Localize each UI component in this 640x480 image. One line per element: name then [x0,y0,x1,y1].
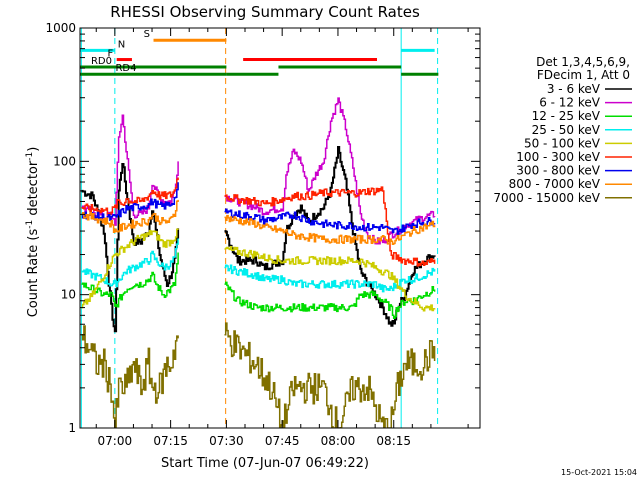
series-line-2-seg-0 [81,252,179,308]
x-tick-label-4: 08:00 [321,434,356,448]
axes: 1 10 100 1000 07:00 07:15 07:30 07:45 08:00 08:15 [45,21,481,448]
y-axis-label-end: ) [26,147,41,152]
series-line-2-seg-1 [224,281,436,320]
legend-label-7: 800 - 7000 keV [509,177,601,191]
y-axis-label-sup1: -1 [25,220,35,229]
series-line-3-seg-0 [81,238,179,288]
flag-label-n: N [118,39,125,50]
legend-label-1: 6 - 12 keV [539,96,601,110]
y-tick-label-0: 1 [68,421,76,435]
axis-frame [79,27,481,429]
series-line-7-seg-0 [81,199,179,234]
series-line-0-seg-1 [224,146,436,327]
x-tick-label-0: 07:00 [98,434,133,448]
legend-label-8: 7000 - 15000 keV [493,191,600,205]
y-axis-label: Count Rate (s-1 detector-1) [25,147,41,318]
chart-title: RHESSI Observing Summary Count Rates [110,3,420,21]
flag-label-s: S [144,29,150,40]
y-tick-label-1: 10 [61,288,76,302]
x-axis-label: Start Time (07-Jun-07 06:49:22) [161,456,369,471]
y-axis-label-sup2: -1 [25,152,35,161]
series-line-4-seg-1 [224,246,436,312]
series-line-1-seg-1 [224,97,436,245]
y-axis-label-main: Count Rate (s [26,229,41,318]
legend-label-4: 50 - 100 keV [524,136,601,150]
flag-label-rd0: RD0 [91,56,112,67]
y-tick-label-2: 100 [53,154,76,168]
legend-label-0: 3 - 6 keV [547,82,601,96]
y-axis-label-mid: detector [26,160,41,220]
legend: Det 1,3,4,5,6,9, FDecim 1, Att 0 3 - 6 k… [493,55,632,205]
x-tick-label-5: 08:15 [376,434,411,448]
series-line-8-seg-1 [224,322,436,428]
y-tick-label-3: 1000 [45,21,76,35]
series-line-6-seg-0 [81,182,179,222]
x-tick-label-1: 07:15 [153,434,188,448]
legend-label-2: 12 - 25 keV [532,109,601,123]
series-line-4-seg-0 [81,228,179,309]
series-line-5-seg-1 [224,186,436,267]
x-tick-label-2: 07:30 [209,434,244,448]
flag-label-f: F [107,49,113,60]
series-line-7-seg-1 [224,214,436,246]
series-line-5-seg-0 [81,177,179,216]
x-tick-label-3: 07:45 [265,434,300,448]
legend-label-3: 25 - 50 keV [532,123,601,137]
legend-label-6: 300 - 800 keV [516,164,600,178]
series-line-8-seg-0 [81,325,179,428]
plot-clip-group [80,28,439,428]
series-line-3-seg-1 [224,264,436,293]
legend-label-5: 100 - 300 keV [516,150,600,164]
legend-header-line2: FDecim 1, Att 0 [537,68,630,82]
legend-header-line1: Det 1,3,4,5,6,9, [536,55,630,69]
series-line-6-seg-1 [224,208,436,236]
flag-label-rd4: RD4 [115,63,136,74]
date-stamp: 15-Oct-2021 15:04 [561,468,637,477]
